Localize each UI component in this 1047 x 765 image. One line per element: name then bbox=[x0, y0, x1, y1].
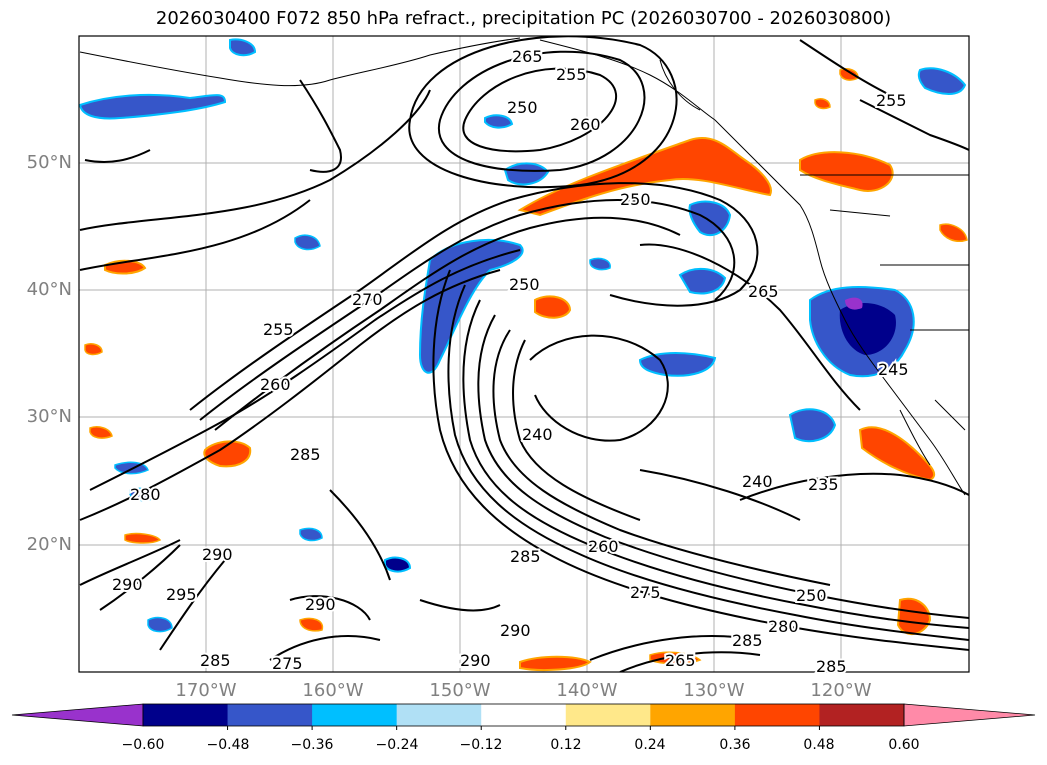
colorbar-segment bbox=[565, 704, 651, 726]
contour-label: 275 bbox=[630, 583, 661, 602]
contour-label: 290 bbox=[460, 651, 491, 670]
contour-label: 250 bbox=[507, 98, 538, 117]
contour-label: 260 bbox=[588, 537, 619, 556]
lon-label-140w: 140°W bbox=[556, 680, 618, 701]
contour-label: 290 bbox=[305, 595, 336, 614]
colorbar-segment bbox=[396, 704, 482, 726]
contour-label: 290 bbox=[112, 575, 143, 594]
contour-label: 255 bbox=[876, 91, 907, 110]
contour-label: 235 bbox=[808, 475, 839, 494]
contour-label: 280 bbox=[768, 617, 799, 636]
lon-label-150w: 150°W bbox=[429, 680, 491, 701]
contour-label: 260 bbox=[570, 115, 601, 134]
map-title: 2026030400 F072 850 hPa refract., precip… bbox=[155, 8, 892, 29]
coastlines bbox=[79, 37, 969, 496]
colorbar-tick: −0.48 bbox=[206, 737, 250, 753]
lon-label-160w: 160°W bbox=[302, 680, 364, 701]
colorbar-tick: 0.24 bbox=[634, 737, 666, 753]
contour-label: 255 bbox=[556, 65, 587, 84]
contour-label: 285 bbox=[510, 547, 541, 566]
contour-label: 270 bbox=[352, 290, 383, 309]
contour-label: 285 bbox=[816, 657, 847, 676]
contour-label: 285 bbox=[290, 445, 321, 464]
contour-label: 240 bbox=[742, 472, 773, 491]
contour-label: 285 bbox=[200, 651, 231, 670]
colorbar-tick: −0.12 bbox=[459, 737, 503, 753]
colorbar bbox=[11, 703, 1036, 730]
colorbar-extend-min bbox=[11, 703, 144, 727]
contour-label: 265 bbox=[665, 651, 696, 670]
contour-label: 295 bbox=[166, 585, 197, 604]
precip-positive-areas bbox=[84, 68, 968, 671]
contour-label: 285 bbox=[732, 631, 763, 650]
contour-label: 260 bbox=[260, 375, 291, 394]
contour-label: 265 bbox=[512, 47, 543, 66]
contour-label: 275 bbox=[272, 654, 303, 673]
colorbar-segment bbox=[481, 704, 567, 726]
contour-labels: 265 255 250 260 250 270 255 260 285 280 … bbox=[110, 45, 911, 678]
lat-label-50n: 50°N bbox=[26, 152, 72, 173]
colorbar-segment bbox=[227, 704, 313, 726]
colorbar-frame bbox=[142, 703, 905, 727]
contour-label: 265 bbox=[748, 282, 779, 301]
contour-label: 250 bbox=[796, 586, 827, 605]
contour-label: 245 bbox=[878, 360, 909, 379]
colorbar-tick: 0.36 bbox=[719, 737, 751, 753]
colorbar-tick: 0.48 bbox=[803, 737, 835, 753]
colorbar-tick: −0.24 bbox=[375, 737, 419, 753]
colorbar-segment bbox=[650, 704, 736, 726]
map-background bbox=[79, 36, 969, 672]
contour-label: 290 bbox=[500, 621, 531, 640]
contour-label: 240 bbox=[522, 425, 553, 444]
lat-label-30n: 30°N bbox=[26, 406, 72, 427]
lat-label-40n: 40°N bbox=[26, 279, 72, 300]
colorbar-segment bbox=[819, 704, 905, 726]
colorbar-extend-max bbox=[903, 703, 1036, 727]
contour-label: 250 bbox=[509, 275, 540, 294]
contour-label: 280 bbox=[130, 485, 161, 504]
lon-label-120w: 120°W bbox=[810, 680, 872, 701]
refractivity-contours bbox=[79, 36, 969, 672]
lon-label-130w: 130°W bbox=[683, 680, 745, 701]
colorbar-tick: −0.36 bbox=[290, 737, 334, 753]
map-frame bbox=[78, 35, 970, 673]
lon-label-170w: 170°W bbox=[175, 680, 237, 701]
contour-label: 290 bbox=[202, 545, 233, 564]
colorbar-tick: 0.12 bbox=[550, 737, 582, 753]
colorbar-segment bbox=[734, 704, 820, 726]
colorbar-segment bbox=[312, 704, 398, 726]
contour-label: 250 bbox=[620, 190, 651, 209]
lat-label-20n: 20°N bbox=[26, 534, 72, 555]
colorbar-segment bbox=[143, 704, 229, 726]
colorbar-tick: −0.60 bbox=[121, 737, 165, 753]
precip-negative-areas bbox=[79, 38, 967, 633]
colorbar-tick: 0.60 bbox=[888, 737, 920, 753]
contour-label: 255 bbox=[263, 320, 294, 339]
